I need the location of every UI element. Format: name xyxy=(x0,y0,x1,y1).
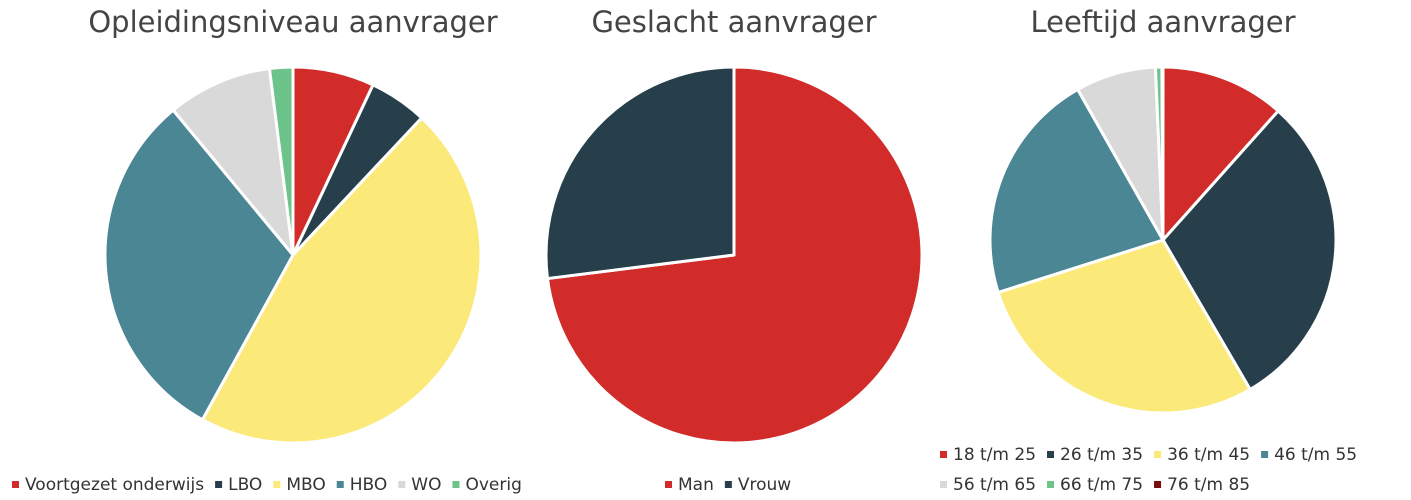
legend-swatch xyxy=(665,481,672,488)
chart-title: Geslacht aanvrager xyxy=(591,5,876,39)
legend-label: WO xyxy=(411,475,441,495)
legend-swatch xyxy=(724,481,732,488)
pie-slice xyxy=(1160,65,1165,242)
legend-swatch xyxy=(273,481,281,488)
pie-slice xyxy=(267,65,295,257)
chart-title: Leeftijd aanvrager xyxy=(1030,5,1295,39)
chart-title: Opleidingsniveau aanvrager xyxy=(88,5,497,39)
legend-swatch xyxy=(940,451,947,458)
legend-label: 46 t/m 55 xyxy=(1274,445,1357,465)
legend-label: 56 t/m 65 xyxy=(953,475,1036,495)
legend-swatch xyxy=(398,481,406,488)
pie-slice xyxy=(103,108,295,422)
legend-label: HBO xyxy=(350,475,388,495)
legend-swatch xyxy=(336,481,344,488)
pie-slice xyxy=(200,116,483,445)
legend-label: MBO xyxy=(286,475,325,495)
legend-label: Vrouw xyxy=(738,475,791,495)
legend-label: 66 t/m 75 xyxy=(1060,475,1143,495)
pie-slice xyxy=(1161,65,1280,242)
legend-swatch xyxy=(1047,481,1055,488)
legend-label: LBO xyxy=(228,475,262,495)
pie-slice xyxy=(1161,109,1338,391)
pie-slice xyxy=(996,238,1252,415)
pie-slice xyxy=(988,87,1165,294)
legend-label: 18 t/m 25 xyxy=(953,445,1036,465)
legend-swatch xyxy=(940,481,947,488)
legend-swatch xyxy=(452,481,460,488)
legend-label: 36 t/m 45 xyxy=(1167,445,1250,465)
legend-label: 76 t/m 85 xyxy=(1167,475,1250,495)
legend-swatch xyxy=(12,481,19,488)
legend-label: 26 t/m 35 xyxy=(1060,445,1143,465)
legend-swatch xyxy=(1261,451,1269,458)
pie-slice xyxy=(544,65,736,281)
legend-label: Voortgezet onderwijs xyxy=(25,475,204,495)
legend-swatch xyxy=(1154,451,1162,458)
legend-swatch xyxy=(215,481,223,488)
legend-swatch xyxy=(1154,481,1162,488)
legend-swatch xyxy=(1047,451,1055,458)
legend-label: Man xyxy=(678,475,714,495)
pie-slice xyxy=(171,66,295,257)
legend-label: Overig xyxy=(465,475,521,495)
